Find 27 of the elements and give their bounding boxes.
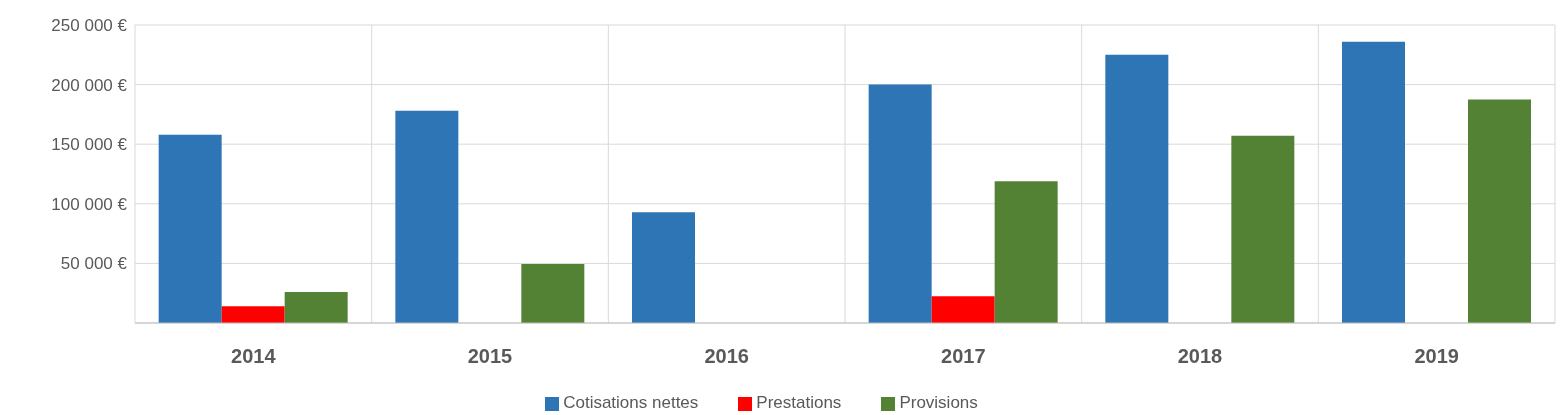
legend-label: Provisions (899, 393, 978, 412)
bar (1231, 135, 1295, 323)
y-tick-label: 150 000 € (51, 135, 128, 155)
x-tick-label: 2014 (231, 345, 277, 368)
x-tick-label: 2016 (704, 345, 749, 368)
y-tick-label: 250 000 € (51, 16, 128, 36)
bar (221, 306, 285, 323)
bar (931, 296, 995, 323)
bar (632, 212, 695, 323)
legend-label: Cotisations nettes (563, 393, 699, 412)
x-tick-label: 2017 (941, 345, 986, 368)
bar (284, 292, 348, 323)
y-tick-label: 200 000 € (51, 75, 128, 95)
bar (1342, 41, 1405, 323)
bar (158, 134, 222, 323)
bar (521, 264, 585, 323)
bar (395, 110, 459, 323)
y-tick-label: 100 000 € (51, 194, 128, 214)
x-tick-label: 2019 (1414, 345, 1459, 368)
bar (1105, 54, 1169, 323)
bar (868, 84, 932, 323)
bar (994, 181, 1058, 323)
x-tick-label: 2015 (467, 345, 513, 368)
legend-label: Prestations (756, 393, 842, 412)
x-tick-label: 2018 (1177, 345, 1223, 368)
y-tick-label: 50 000 € (60, 254, 128, 274)
bar (1468, 99, 1531, 323)
